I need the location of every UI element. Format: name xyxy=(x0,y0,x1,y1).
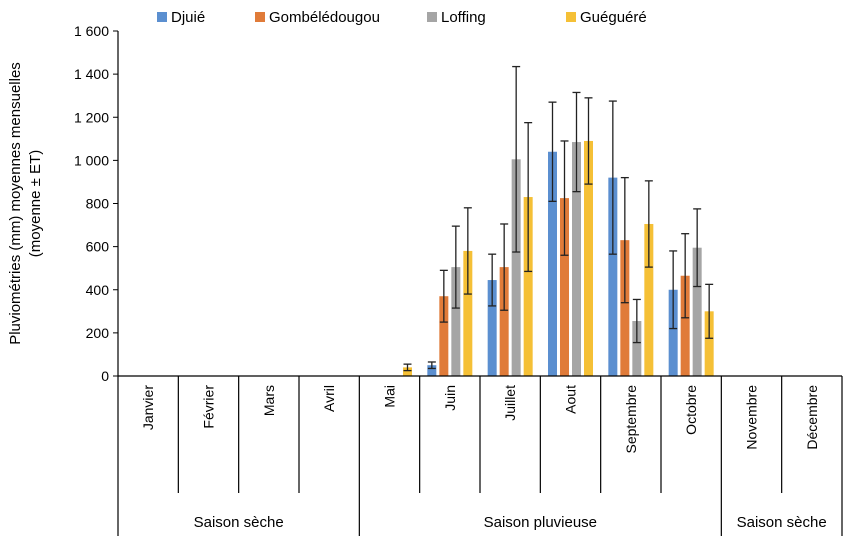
legend-swatch xyxy=(427,12,437,22)
bar xyxy=(487,280,497,376)
month-label: Février xyxy=(201,385,217,429)
bar xyxy=(572,142,581,376)
month-label: Décembre xyxy=(804,385,820,450)
month-label: Septembre xyxy=(623,385,639,454)
month-label: Octobre xyxy=(683,385,699,435)
bars xyxy=(403,140,714,376)
month-label: Juillet xyxy=(502,385,518,421)
month-label: Janvier xyxy=(140,385,156,430)
legend-swatch xyxy=(566,12,576,22)
bar xyxy=(403,367,412,376)
bar xyxy=(668,289,678,376)
y-tick-label: 200 xyxy=(86,325,110,341)
season-label: Saison pluvieuse xyxy=(484,514,597,531)
bar xyxy=(451,267,461,376)
month-label: Juin xyxy=(442,385,458,411)
legend-swatch xyxy=(255,12,265,22)
bar xyxy=(427,365,437,376)
month-label: Novembre xyxy=(744,385,760,450)
bar xyxy=(632,321,642,376)
bar xyxy=(584,140,593,376)
bar xyxy=(523,197,533,376)
y-axis-title-line: Pluviométries (mm) moyennes mensuelles xyxy=(7,62,24,345)
bar xyxy=(704,311,714,376)
season-label: Saison sèche xyxy=(194,514,284,531)
season-label: Saison sèche xyxy=(737,514,827,531)
bar xyxy=(499,267,509,376)
error-bars xyxy=(403,65,714,372)
y-axis-label: Pluviométries (mm) moyennes mensuelles (m… xyxy=(7,62,44,345)
month-label: Aout xyxy=(563,385,579,414)
bar xyxy=(463,250,473,376)
legend: Djuié Gombélédougou Loffing Guéguéré xyxy=(157,9,647,26)
bar xyxy=(560,198,569,376)
month-label: Avril xyxy=(321,385,337,412)
legend-swatch xyxy=(157,12,167,22)
bar xyxy=(692,247,702,376)
y-tick-label: 1 600 xyxy=(74,23,109,39)
legend-label: Gombélédougou xyxy=(269,9,380,26)
month-label: Mai xyxy=(382,385,398,408)
y-tick-label: 1 200 xyxy=(74,109,109,125)
legend-label: Loffing xyxy=(441,9,486,26)
bar xyxy=(608,177,618,376)
y-axis-title-line: (moyenne ± ET) xyxy=(27,150,44,257)
legend-label: Guéguéré xyxy=(580,9,647,26)
y-tick-label: 800 xyxy=(86,196,110,212)
y-axis: 0 200 400 600 800 1 000 1 200 1 400 1 600 xyxy=(74,23,119,384)
bar xyxy=(620,240,630,376)
y-tick-label: 0 xyxy=(101,368,109,384)
legend-label: Djuié xyxy=(171,9,205,26)
bar xyxy=(680,275,690,376)
y-tick-label: 400 xyxy=(86,282,110,298)
bar xyxy=(439,296,449,376)
month-label: Mars xyxy=(261,385,277,416)
y-tick-label: 600 xyxy=(86,239,110,255)
bar xyxy=(644,223,654,376)
y-tick-label: 1 000 xyxy=(74,152,109,168)
bar xyxy=(511,159,521,376)
y-tick-label: 1 400 xyxy=(74,66,109,82)
bar xyxy=(548,151,557,376)
x-axis: Janvier Février Mars Avril Mai Juin Juillet Aou… xyxy=(117,375,843,536)
